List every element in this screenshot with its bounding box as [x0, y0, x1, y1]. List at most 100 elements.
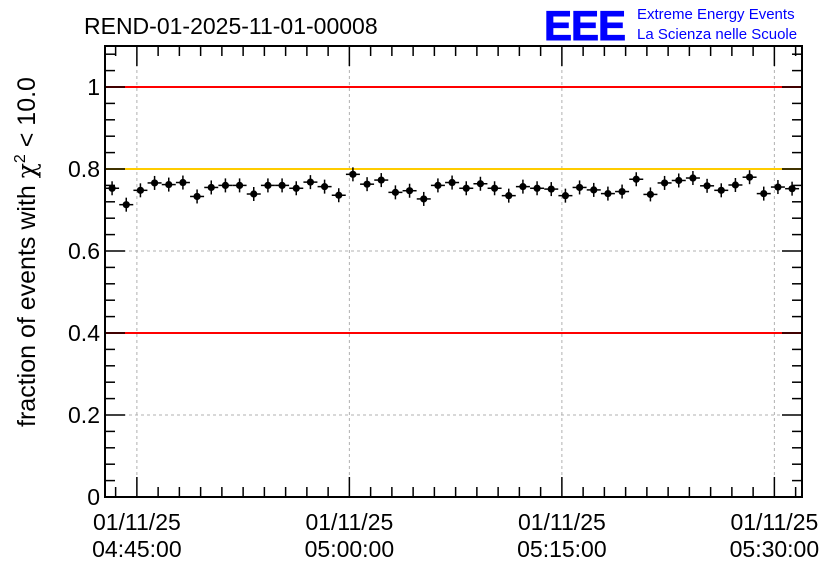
x-tick-label-time: 05:00:00: [305, 536, 395, 562]
data-point: [700, 178, 715, 193]
data-point-marker: [349, 170, 357, 178]
data-point: [572, 180, 587, 195]
y-axis-ticks: 0 0.2 0.4 0.6 0.8 1: [68, 53, 802, 510]
data-point: [586, 182, 601, 197]
data-point: [260, 178, 275, 193]
data-point-marker: [731, 181, 740, 189]
eee-logo: EEE Extreme Energy Events La Scienza nel…: [544, 2, 798, 50]
data-point-marker: [363, 180, 371, 188]
data-point: [728, 177, 743, 192]
eee-logo-line2: La Scienza nelle Scuole: [637, 26, 797, 43]
x-axis-ticks: 01/11/2504:45:0001/11/2505:00:0001/11/25…: [92, 46, 819, 562]
data-point: [487, 181, 502, 196]
reference-lines: [105, 86, 802, 334]
data-point: [600, 186, 615, 201]
x-tick-label-date: 01/11/25: [305, 509, 393, 535]
data-point-marker: [278, 181, 286, 189]
data-point-marker: [788, 185, 796, 193]
data-point-marker: [136, 186, 145, 194]
y-tick-label: 0: [87, 484, 100, 510]
data-point: [685, 171, 700, 186]
data-point-marker: [689, 174, 697, 182]
data-points: [105, 167, 800, 212]
data-point: [785, 181, 800, 196]
data-point: [544, 182, 559, 197]
data-point: [374, 173, 389, 188]
data-point-marker: [490, 184, 499, 192]
data-point: [742, 170, 757, 185]
data-point: [232, 178, 247, 193]
data-point-marker: [179, 178, 187, 187]
data-point-marker: [675, 176, 683, 185]
data-point-marker: [207, 183, 215, 192]
data-point: [445, 175, 460, 190]
plot-frame: [104, 45, 803, 498]
data-point-marker: [122, 201, 130, 209]
data-point-marker: [774, 183, 782, 191]
data-point: [345, 167, 360, 182]
data-point-marker: [462, 184, 470, 192]
data-point: [317, 179, 332, 194]
data-point-marker: [646, 190, 655, 199]
eee-logo-text: EEE: [544, 2, 625, 49]
data-point-marker: [235, 181, 244, 189]
data-point: [657, 175, 672, 190]
data-point-marker: [320, 183, 329, 191]
data-point-marker: [335, 191, 343, 199]
data-point: [770, 180, 785, 195]
data-point-marker: [632, 175, 640, 183]
data-point-marker: [306, 178, 315, 186]
data-point: [331, 188, 346, 203]
y-tick-label: 0.4: [68, 320, 100, 346]
y-tick-label: 0.2: [68, 402, 100, 428]
data-point: [161, 177, 176, 192]
data-point-marker: [420, 195, 428, 203]
data-point-marker: [448, 178, 456, 187]
y-tick-label: 0.8: [68, 156, 100, 182]
data-point-marker: [703, 182, 711, 190]
data-point: [416, 191, 431, 206]
y-axis-label-suffix: < 10.0: [13, 77, 41, 154]
data-point: [671, 173, 686, 188]
data-point: [246, 187, 261, 202]
data-point-marker: [618, 187, 626, 196]
data-point-marker: [165, 180, 173, 189]
data-point-marker: [292, 184, 300, 192]
data-point: [190, 189, 205, 204]
y-axis-label: fraction of events with χ2 < 10.0: [12, 77, 41, 427]
data-point-marker: [193, 192, 201, 201]
chart-title: REND-01-2025-11-01-00008: [84, 13, 378, 39]
data-point-marker: [604, 190, 612, 198]
data-point-marker: [590, 186, 598, 194]
data-point: [558, 188, 573, 203]
y-axis-label-symbol: χ: [12, 163, 41, 178]
data-point: [714, 183, 729, 198]
data-point-marker: [108, 184, 116, 192]
data-point-marker: [221, 181, 230, 189]
data-point: [388, 185, 403, 200]
data-point-marker: [717, 186, 725, 194]
data-point-marker: [745, 173, 754, 181]
data-point-marker: [150, 179, 159, 187]
data-point: [459, 181, 474, 196]
y-tick-label: 1: [87, 74, 100, 100]
data-point: [175, 175, 190, 190]
data-point: [119, 197, 134, 212]
data-point: [218, 178, 233, 193]
y-axis-label-sup: 2: [12, 154, 29, 163]
x-tick-label-time: 05:30:00: [730, 536, 820, 562]
x-tick-label-time: 04:45:00: [92, 536, 182, 562]
data-point: [515, 179, 530, 194]
x-tick-label-date: 01/11/25: [93, 509, 181, 535]
data-point: [643, 187, 658, 202]
data-point: [402, 183, 417, 198]
data-point-marker: [250, 190, 258, 198]
data-point: [303, 175, 318, 190]
data-point: [289, 181, 304, 196]
data-point: [629, 172, 644, 187]
data-point-marker: [391, 188, 400, 196]
data-point: [147, 175, 162, 190]
data-point: [105, 181, 120, 196]
data-point: [615, 184, 630, 199]
